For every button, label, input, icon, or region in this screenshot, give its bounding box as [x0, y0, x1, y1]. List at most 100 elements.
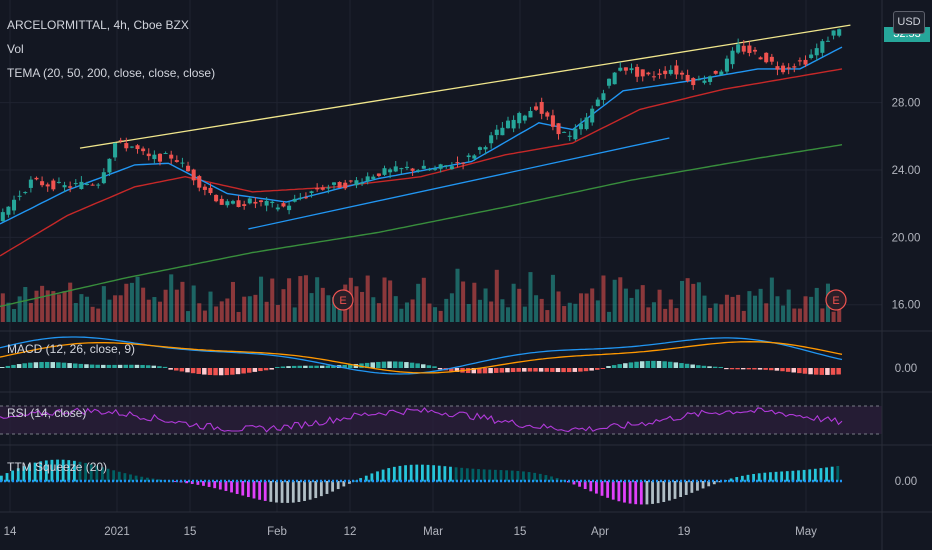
candle-body: [797, 60, 802, 62]
candle-body: [657, 73, 662, 75]
candle-body: [505, 120, 511, 129]
volume-bar: [169, 274, 174, 322]
tema-lines: [0, 46, 843, 308]
ttm-momentum-bar: [33, 462, 37, 482]
macd-histogram-bar: [611, 365, 617, 368]
volume-bar: [96, 308, 101, 322]
macd-histogram-bar: [196, 368, 201, 374]
candle-body: [719, 71, 724, 76]
candle-body: [376, 173, 381, 176]
ttm-momentum-bar: [522, 471, 525, 482]
candle-body: [640, 69, 645, 77]
macd-histogram-bar: [331, 365, 336, 368]
ttm-momentum-bar: [595, 481, 598, 494]
macd-histogram-bar: [718, 366, 723, 368]
ttm-momentum-bar: [112, 470, 116, 482]
candle-body: [713, 70, 718, 74]
macd-histogram-bar: [404, 362, 409, 368]
ttm-momentum-bar: [50, 459, 54, 482]
volume-bar: [416, 283, 421, 322]
ttm-momentum-bar: [808, 469, 812, 482]
volume-bar: [674, 308, 679, 322]
price-tick-label: 16.00: [892, 300, 921, 312]
macd-histogram-bar: [134, 364, 140, 368]
macd-histogram-bar: [190, 368, 196, 374]
candle-body: [769, 56, 774, 62]
volume-bar: [511, 283, 516, 322]
macd-histogram-bar: [617, 364, 622, 368]
macd-histogram-bar: [263, 368, 269, 371]
candle-body: [674, 65, 679, 75]
candle-body: [34, 177, 39, 180]
macd-histogram-bar: [258, 368, 263, 372]
volume-bar: [388, 280, 393, 322]
macd-histogram-bar: [488, 368, 493, 374]
macd-histogram-bar: [101, 364, 106, 368]
candle-body: [416, 170, 421, 172]
macd-histogram-bar: [213, 368, 218, 376]
candle-body: [837, 29, 842, 36]
time-tick-label: 19: [678, 526, 691, 538]
candle-body: [825, 40, 830, 42]
volume-bar: [124, 283, 129, 322]
volume-bars: [0, 268, 842, 322]
ttm-momentum-bar: [482, 469, 486, 482]
candle-body: [129, 146, 134, 148]
ttm-momentum-bar: [325, 481, 329, 494]
volume-bar: [214, 306, 219, 322]
ttm-momentum-bar: [718, 481, 722, 483]
macd-histogram-bar: [123, 364, 128, 368]
price-tick-label: 24.00: [892, 165, 921, 177]
volume-bar: [573, 303, 578, 322]
candle-body: [427, 169, 432, 171]
trendline-top: [79, 24, 851, 149]
macd-histogram-bar: [645, 360, 651, 368]
macd-histogram-bar: [589, 368, 594, 371]
volume-bar: [315, 277, 320, 322]
ttm-momentum-bar: [746, 474, 750, 482]
macd-histogram-bar: [280, 366, 286, 368]
ttm-momentum-bar: [465, 468, 469, 482]
ttm-momentum-bar: [61, 459, 65, 482]
candle-body: [303, 197, 308, 199]
currency-button[interactable]: USD: [893, 11, 925, 34]
macd-histogram-bar: [499, 368, 505, 373]
macd-histogram-bar: [308, 365, 314, 368]
macd-histogram-bar: [286, 366, 291, 368]
candle-body: [489, 135, 494, 144]
tema-slow-line: [0, 144, 843, 308]
ttm-momentum-bar: [757, 473, 761, 482]
volume-bar: [191, 285, 196, 322]
macd-histogram-bar: [252, 368, 258, 372]
macd-histogram-bar: [797, 368, 802, 374]
volume-bar: [421, 277, 426, 322]
macd-histogram-bar: [11, 364, 16, 368]
candle-body: [0, 212, 5, 222]
ttm-momentum-bar: [123, 473, 127, 482]
ttm-momentum-bar: [376, 471, 379, 482]
candle-body: [607, 78, 612, 86]
candle-body: [747, 45, 752, 53]
ttm-momentum-bar: [684, 481, 688, 495]
volume-bar: [242, 296, 247, 322]
volume-bar: [225, 298, 230, 322]
volume-bar: [494, 269, 499, 322]
candle-body: [258, 200, 264, 203]
macd-histogram-bar: [774, 368, 780, 371]
ttm-momentum-bar: [84, 462, 88, 482]
volume-bar: [629, 297, 634, 322]
volume-bar: [708, 307, 713, 322]
macd-histogram-bar: [679, 363, 684, 368]
time-tick-label: Apr: [591, 526, 609, 538]
volume-bar: [651, 302, 656, 322]
volume-bar: [275, 304, 280, 322]
macd-histogram-bar: [168, 368, 173, 370]
candle-body: [635, 66, 640, 77]
volume-bar: [506, 307, 511, 322]
ttm-momentum-bar: [381, 469, 385, 482]
macd-histogram-bar: [145, 365, 151, 368]
candle-body: [343, 182, 348, 189]
